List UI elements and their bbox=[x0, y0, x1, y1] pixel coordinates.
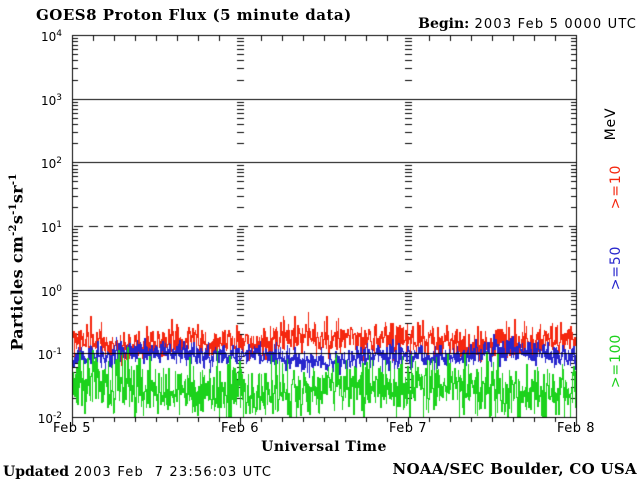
updated-value: 2003 Feb 7 23:56:03 UTC bbox=[74, 465, 273, 480]
right-axis-unit-label: MeV bbox=[603, 107, 619, 141]
y-tick-label: 104 bbox=[40, 29, 62, 44]
y-tick-label: 100 bbox=[40, 284, 62, 299]
footer-updated: Updated 2003 Feb 7 23:56:03 UTC bbox=[3, 461, 272, 480]
begin-value: 2003 Feb 5 0000 UTC bbox=[474, 17, 637, 32]
footer-credit: NOAA/SEC Boulder, CO USA bbox=[392, 460, 637, 478]
y-tick-label: 102 bbox=[40, 156, 62, 171]
begin-time: Begin: 2003 Feb 5 0000 UTC bbox=[418, 13, 637, 32]
updated-label: Updated bbox=[3, 464, 70, 480]
page-title: GOES8 Proton Flux (5 minute data) bbox=[36, 6, 352, 24]
series-label: >=10 bbox=[608, 164, 624, 210]
y-tick-label: 101 bbox=[40, 220, 62, 235]
x-axis-title: Universal Time bbox=[261, 439, 387, 455]
y-tick-label: 10-2 bbox=[37, 411, 62, 426]
x-tick-label: Feb 5 bbox=[53, 421, 91, 436]
series-label: >=100 bbox=[608, 333, 624, 389]
series-label: >=50 bbox=[608, 245, 624, 291]
y-axis-title: Particles cm-2s-1sr-1 bbox=[7, 173, 27, 351]
x-tick-label: Feb 6 bbox=[221, 421, 259, 436]
y-tick-label: 10-1 bbox=[37, 347, 62, 362]
x-tick-label: Feb 8 bbox=[557, 421, 595, 436]
y-tick-label: 103 bbox=[40, 93, 62, 108]
x-tick-label: Feb 7 bbox=[389, 421, 427, 436]
begin-label: Begin: bbox=[418, 16, 470, 32]
